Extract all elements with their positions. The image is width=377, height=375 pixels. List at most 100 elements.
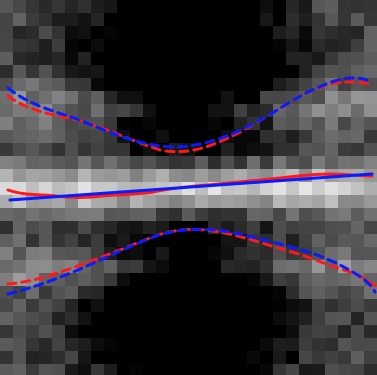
pixel-cell <box>39 13 52 26</box>
pixel-cell <box>182 156 195 169</box>
pixel-cell <box>156 234 169 247</box>
pixel-cell <box>13 26 26 39</box>
pixel-cell <box>169 65 182 78</box>
pixel-cell <box>247 221 260 234</box>
pixel-cell <box>221 143 234 156</box>
pixel-cell <box>338 39 351 52</box>
pixel-cell <box>182 195 195 208</box>
pixel-cell <box>52 52 65 65</box>
pixel-cell <box>325 143 338 156</box>
pixel-cell <box>260 260 273 273</box>
pixel-cell <box>169 195 182 208</box>
pixel-cell <box>286 221 299 234</box>
pixel-cell <box>91 286 104 299</box>
pixel-cell <box>13 286 26 299</box>
pixel-cell <box>195 91 208 104</box>
pixel-cell <box>130 13 143 26</box>
pixel-cell <box>52 338 65 351</box>
pixel-cell <box>182 364 195 375</box>
pixel-cell <box>286 52 299 65</box>
pixel-cell <box>52 78 65 91</box>
pixel-cell <box>91 91 104 104</box>
pixel-cell <box>286 156 299 169</box>
pixel-cell <box>299 104 312 117</box>
pixel-cell <box>169 260 182 273</box>
pixel-cell <box>117 208 130 221</box>
pixel-cell <box>91 364 104 375</box>
pixel-cell <box>130 52 143 65</box>
pixel-cell <box>312 65 325 78</box>
pixel-cell <box>364 208 377 221</box>
pixel-cell <box>351 91 364 104</box>
pixel-cell <box>143 117 156 130</box>
pixel-cell <box>260 234 273 247</box>
pixel-cell <box>325 247 338 260</box>
pixel-cell <box>39 221 52 234</box>
pixel-cell <box>39 325 52 338</box>
pixel-cell <box>156 117 169 130</box>
pixel-cell <box>117 195 130 208</box>
pixel-cell <box>104 117 117 130</box>
pixel-cell <box>208 78 221 91</box>
pixel-cell <box>0 39 13 52</box>
pixel-cell <box>364 91 377 104</box>
pixel-cell <box>91 65 104 78</box>
pixel-cell <box>65 351 78 364</box>
pixel-cell <box>78 182 91 195</box>
pixel-cell <box>338 130 351 143</box>
pixel-cell <box>104 65 117 78</box>
pixel-cell <box>156 260 169 273</box>
pixel-cell <box>65 39 78 52</box>
pixel-cell <box>299 65 312 78</box>
pixel-cell <box>364 169 377 182</box>
pixel-cell <box>104 26 117 39</box>
pixel-cell <box>364 65 377 78</box>
pixel-cell <box>130 65 143 78</box>
pixel-cell <box>156 78 169 91</box>
pixel-cell <box>156 104 169 117</box>
pixel-cell <box>364 78 377 91</box>
pixel-cell <box>234 156 247 169</box>
pixel-cell <box>117 143 130 156</box>
pixel-cell <box>221 351 234 364</box>
pixel-cell <box>156 143 169 156</box>
pixel-cell <box>286 26 299 39</box>
pixel-cell <box>65 338 78 351</box>
pixel-cell <box>104 234 117 247</box>
pixel-cell <box>351 52 364 65</box>
pixel-cell <box>0 104 13 117</box>
pixel-cell <box>182 338 195 351</box>
pixel-cell <box>169 247 182 260</box>
pixel-cell <box>156 312 169 325</box>
pixel-cell <box>273 325 286 338</box>
pixel-cell <box>130 208 143 221</box>
pixel-cell <box>338 325 351 338</box>
pixel-cell <box>299 273 312 286</box>
pixel-cell <box>104 52 117 65</box>
pixel-cell <box>52 286 65 299</box>
pixel-cell <box>0 234 13 247</box>
pixel-cell <box>143 221 156 234</box>
pixel-cell <box>130 78 143 91</box>
pixel-cell <box>26 156 39 169</box>
pixel-cell <box>312 78 325 91</box>
pixel-cell <box>143 52 156 65</box>
pixel-cell <box>351 143 364 156</box>
pixel-cell <box>260 52 273 65</box>
pixel-cell <box>117 52 130 65</box>
pixel-cell <box>221 286 234 299</box>
pixel-cell <box>221 208 234 221</box>
pixel-cell <box>364 13 377 26</box>
pixel-cell <box>208 351 221 364</box>
pixel-cell <box>156 169 169 182</box>
pixel-cell <box>130 39 143 52</box>
pixel-cell <box>26 78 39 91</box>
pixel-cell <box>338 247 351 260</box>
pixel-cell <box>208 130 221 143</box>
pixel-cell <box>13 247 26 260</box>
pixel-cell <box>65 13 78 26</box>
pixel-cell <box>52 299 65 312</box>
pixel-cell <box>65 91 78 104</box>
pixel-cell <box>364 52 377 65</box>
pixel-cell <box>195 351 208 364</box>
